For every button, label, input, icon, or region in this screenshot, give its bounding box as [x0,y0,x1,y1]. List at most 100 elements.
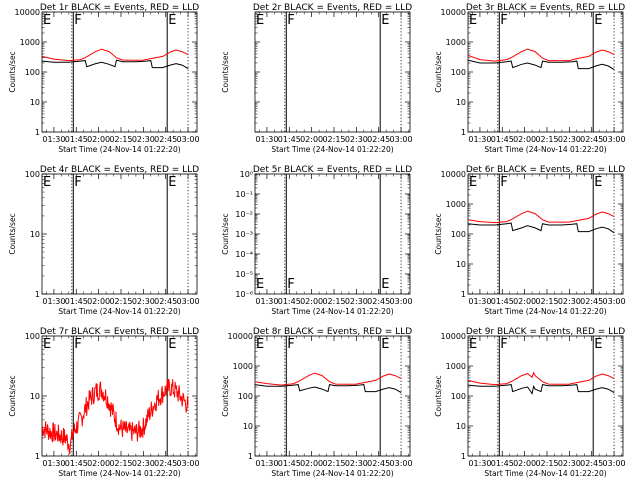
y-tick-label: 10⁻¹ [235,190,253,199]
y-tick-label: 10000 [441,332,466,341]
x-axis-label: Start Time (24-Nov-14 01:22:20) [484,469,606,478]
flag-F: F [74,337,81,352]
flag-E: E [43,175,51,190]
x-tick-label: 01:30 [255,459,278,468]
panel-title: Det 6r BLACK = Events, RED = LLD [466,165,625,175]
y-tick-label: 1000 [446,362,466,371]
x-tick-label: 01:30 [255,135,278,144]
y-tick-label: 1000 [233,362,253,371]
x-tick-label: 03:00 [177,459,200,468]
plot-frame [41,173,198,295]
series-line [41,378,189,455]
x-axis-label: Start Time (24-Nov-14 01:22:20) [58,469,180,478]
y-axis-label: Counts/sec [434,213,443,254]
panel-det3: Det 3r BLACK = Events, RED = LLD 1 10 100 10… [434,3,626,154]
flag-F: F [287,277,294,292]
x-tick-label: 01:30 [42,135,65,144]
y-tick-label: 10000 [15,8,40,17]
x-tick-label: 02:45 [154,135,177,144]
series-line [254,384,402,394]
x-tick-label: 03:00 [390,297,413,306]
plot-frame [254,335,411,457]
x-tick-label: 03:00 [603,135,626,144]
flag-E: E [168,337,176,352]
y-axis-label: Counts/sec [221,375,230,416]
y-tick-label: 10 [243,422,253,431]
panel-det8: Det 8r BLACK = Events, RED = LLD 1 10 100 10… [221,327,413,478]
panel-det9: Det 9r BLACK = Events, RED = LLD 1 10 100 10… [434,327,626,478]
y-axis-label: Counts/sec [221,213,230,254]
flag-F: F [500,337,507,352]
x-tick-label: 03:00 [390,135,413,144]
plot-frame [254,173,411,295]
x-axis-label: Start Time (24-Nov-14 01:22:20) [484,307,606,316]
y-axis-label: Counts/sec [8,51,17,92]
flag-E: E [43,13,51,28]
y-tick-label: 10000 [441,170,466,179]
x-tick-label: 01:45 [278,459,301,468]
panel-det2: Det 2r BLACK = Events, RED = LLD Counts/s… [221,3,413,154]
x-tick-label: 02:45 [580,297,603,306]
x-tick-label: 02:00 [300,297,323,306]
y-tick-label: 100 [451,392,466,401]
y-tick-label: 10⁻⁶ [235,290,253,299]
series-line [467,59,615,71]
panel-title: Det 3r BLACK = Events, RED = LLD [466,3,625,13]
x-tick-label: 02:45 [367,459,390,468]
x-tick-label: 02:45 [367,135,390,144]
x-tick-label: 01:45 [491,135,514,144]
y-tick-label: 10 [30,230,40,239]
y-tick-label: 10 [456,260,466,269]
flag-E: E [469,337,477,352]
y-tick-label: 10 [30,98,40,107]
panel-det6: Det 6r BLACK = Events, RED = LLD 1 10 100 10… [434,165,626,316]
x-tick-label: 02:30 [132,459,155,468]
flag-E: E [43,337,51,352]
flag-F: F [500,13,507,28]
x-tick-label: 01:30 [468,135,491,144]
x-tick-label: 02:00 [513,459,536,468]
x-tick-label: 01:30 [255,297,278,306]
y-tick-label: 1 [248,452,253,461]
y-tick-label: 1 [35,128,40,137]
x-axis-label: Start Time (24-Nov-14 01:22:20) [271,145,393,154]
x-tick-label: 02:45 [154,459,177,468]
y-axis-label: Counts/sec [221,51,230,92]
x-tick-label: 02:00 [87,297,110,306]
x-tick-label: 02:30 [558,297,581,306]
x-tick-label: 02:15 [109,297,132,306]
flag-F: F [287,13,294,28]
y-tick-label: 100 [451,230,466,239]
x-tick-label: 02:15 [322,297,345,306]
y-tick-label: 10⁻⁴ [235,250,253,259]
panel-title: Det 9r BLACK = Events, RED = LLD [466,327,625,337]
flag-F: F [74,175,81,190]
x-tick-label: 02:30 [345,135,368,144]
plot-frame [254,11,411,133]
flag-F: F [500,175,507,190]
y-tick-label: 10⁻⁵ [235,270,253,279]
panel-title: Det 7r BLACK = Events, RED = LLD [40,327,199,337]
y-tick-label: 10 [456,98,466,107]
series-line [41,48,189,62]
y-axis-label: Counts/sec [434,51,443,92]
x-tick-label: 02:30 [132,297,155,306]
x-tick-label: 03:00 [603,297,626,306]
x-tick-label: 02:45 [580,459,603,468]
x-tick-label: 01:45 [65,459,88,468]
y-tick-label: 100 [451,68,466,77]
x-tick-label: 02:15 [535,135,558,144]
panel-det4: Det 4r BLACK = Events, RED = LLD 1 10 100 Co… [8,165,200,316]
series-line [467,210,615,224]
series-line [467,384,615,395]
x-tick-label: 02:15 [535,297,558,306]
y-tick-label: 100 [25,332,40,341]
x-axis-label: Start Time (24-Nov-14 01:22:20) [58,307,180,316]
x-tick-label: 01:30 [42,459,65,468]
x-tick-label: 02:00 [300,135,323,144]
x-tick-label: 02:30 [132,135,155,144]
x-tick-label: 02:30 [558,135,581,144]
x-tick-label: 03:00 [390,459,413,468]
x-tick-label: 01:45 [65,297,88,306]
